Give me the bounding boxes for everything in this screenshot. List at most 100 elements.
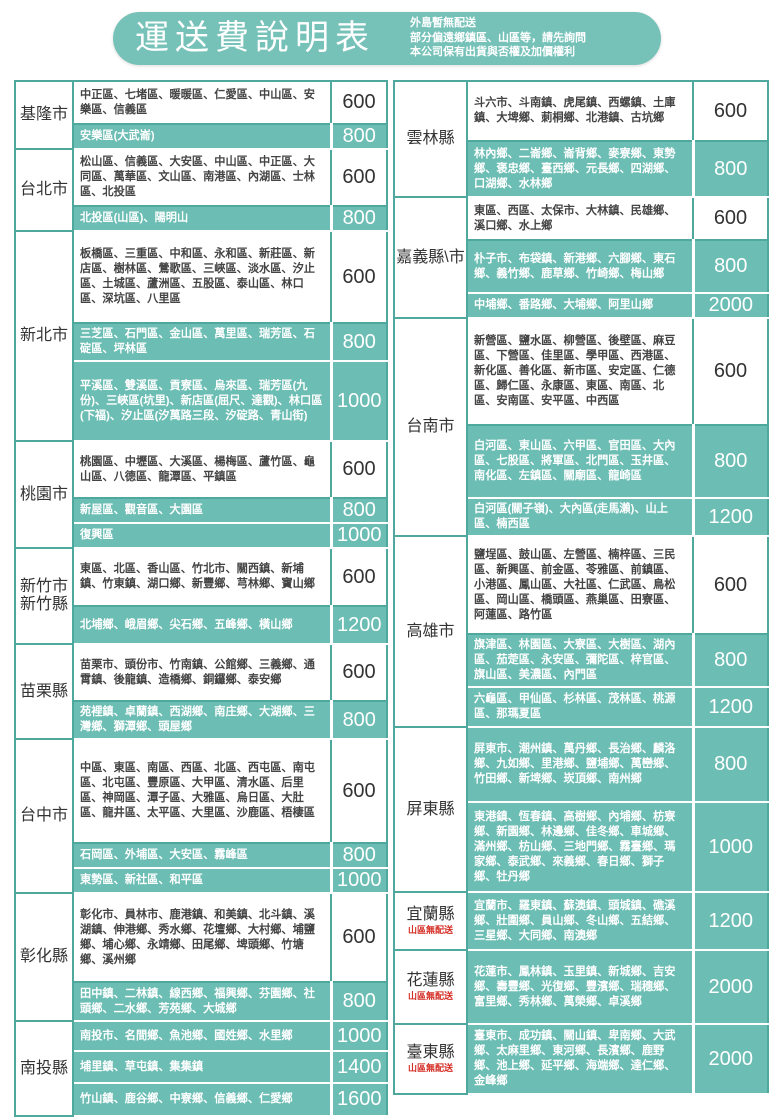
region-name-cell: 新北市	[14, 230, 74, 442]
district-list: 桃園區、中壢區、大溪區、楊梅區、蘆竹區、龜山區、八德區、龍潭區、平鎮區	[72, 440, 332, 499]
rate-row: 白河區(關子嶺)、大內區(走馬瀨)、山上區、楠西區 1200	[394, 497, 769, 537]
shipping-table-left: 基隆市 中正區、七堵區、暖暖區、仁愛區、中山區、安樂區、信義區 600 安樂區(大武崙…	[14, 80, 388, 1117]
rate-row: 石岡區、外埔區、大安區、霧峰區 800	[15, 842, 388, 869]
region-name-cell: 桃園市	[14, 440, 74, 549]
region-name-cell: 台南市	[393, 317, 468, 537]
region-name: 屏東縣	[406, 800, 455, 818]
region-name: 苗栗縣	[19, 682, 68, 700]
shipping-fee: 800	[329, 497, 388, 524]
region-name: 新竹縣	[19, 596, 68, 613]
district-list: 斗六市、斗南鎮、虎尾鎮、西螺鎮、土庫鎮、大埤鄉、莿桐鄉、北港鎮、古坑鄉	[466, 80, 694, 142]
note-line: 部分偏遠鄉鎮區、山區等，請先詢問	[410, 31, 586, 44]
region-name-cell: 屏東縣	[393, 726, 468, 893]
district-list: 南投市、名間鄉、魚池鄉、國姓鄉、水里鄉	[72, 1020, 332, 1052]
rate-row: 基隆市 中正區、七堵區、暖暖區、仁愛區、中山區、安樂區、信義區 600	[14, 80, 388, 150]
shipping-fee: 800	[329, 981, 388, 1022]
shipping-fee: 800	[691, 239, 769, 294]
region-name: 台中市	[19, 807, 68, 824]
region-name: 新竹市	[19, 578, 68, 595]
district-list: 埔里鎮、草屯鎮、集集鎮	[72, 1050, 332, 1084]
shipping-notes: 外島暫無配送 部分偏遠鄉鎮區、山區等，請先詢問 本公司保有出貨與否權及加價權利	[410, 16, 586, 60]
shipping-fee: 1000	[329, 522, 388, 549]
rate-row: 宜蘭縣 山區無配送 宜蘭市、羅東鎮、蘇澳鎮、頭城鎮、礁溪鄉、壯圍鄉、員山鄉、冬山鄉、…	[393, 891, 769, 951]
region-name-cell: 宜蘭縣 山區無配送	[393, 891, 468, 951]
rate-row: 六龜區、甲仙區、杉林區、茂林區、桃源區、那瑪夏區 1200	[394, 686, 769, 728]
district-list: 新屋區、觀音區、大園區	[72, 497, 332, 524]
shipping-fee: 2000	[691, 949, 769, 1025]
region-name: 花蓮縣	[406, 972, 455, 989]
region-name: 高雄市	[406, 622, 455, 640]
district-list: 中埔鄉、番路鄉、大埔鄉、阿里山鄉	[466, 292, 694, 319]
shipping-fee: 1200	[691, 497, 769, 537]
shipping-fee: 600	[692, 196, 769, 241]
shipping-fee: 1200	[329, 605, 388, 645]
region-name: 雲林縣	[406, 130, 455, 147]
rate-row: 東勢區、新社區、和平區 1000	[15, 867, 388, 894]
shipping-fee: 800	[691, 726, 769, 803]
region-name-cell: 高雄市	[393, 535, 468, 728]
rate-row: 台南市 新營區、鹽水區、柳營區、後壁區、麻豆區、下營區、佳里區、學甲區、西港區、新…	[393, 317, 769, 537]
district-list: 東勢區、新社區、和平區	[72, 867, 332, 894]
shipping-fee: 600	[330, 738, 388, 844]
shipping-fee: 1000	[329, 1020, 388, 1052]
shipping-fee: 600	[330, 547, 388, 607]
shipping-fee: 600	[330, 80, 388, 125]
district-list: 旗津區、林園區、大寮區、大樹區、湖內區、茄萣區、永安區、彌陀區、梓官區、旗山區、…	[466, 633, 694, 688]
shipping-fee: 800	[691, 633, 769, 688]
district-list: 田中鎮、二林鎮、線西鄉、福興鄉、芬園鄉、社頭鄉、二水鄉、芳苑鄉、大城鄉	[72, 981, 332, 1022]
rate-row: 高雄市 鹽埕區、鼓山區、左營區、楠梓區、三民區、新興區、前金區、苓雅區、前鎮區、小…	[393, 535, 769, 728]
district-list: 朴子市、布袋鎮、新港鄉、六腳鄉、東石鄉、義竹鄉、鹿草鄉、竹崎鄉、梅山鄉	[466, 239, 694, 294]
district-list: 東港鎮、恆春鎮、高樹鄉、內埔鄉、枋寮鄉、新園鄉、林邊鄉、佳冬鄉、車城鄉、滿州鄉、…	[466, 801, 694, 893]
district-list: 復興區	[72, 522, 332, 549]
shipping-fee: 800	[329, 205, 388, 232]
region-name-cell: 基隆市	[14, 80, 74, 150]
rate-row: 屏東縣 屏東市、潮州鎮、萬丹鄉、長治鄉、麟洛鄉、九如鄉、里港鄉、鹽埔鄉、萬巒鄉、竹…	[393, 726, 769, 893]
rate-row: 台中市 中區、東區、南區、西區、北區、西屯區、南屯區、北屯區、豐原區、大甲區、清水…	[14, 738, 388, 894]
rate-row: 新竹市 新竹縣 東區、北區、香山區、竹北市、關西鎮、新埔鎮、竹東鎮、湖口鄉、新豐鄉、…	[14, 547, 388, 645]
region-name: 南投縣	[19, 1059, 68, 1077]
rate-row: 北投區(山區)、陽明山 800	[15, 205, 388, 232]
rate-row: 苗栗縣 苗栗市、頭份市、竹南鎮、公館鄉、三義鄉、通霄鎮、後龍鎮、造橋鄉、銅鑼鄉、泰…	[14, 643, 388, 740]
district-list: 東區、北區、香山區、竹北市、關西鎮、新埔鎮、竹東鎮、湖口鄉、新豐鄉、芎林鄉、寶山…	[72, 547, 332, 607]
rate-row: 雲林縣 斗六市、斗南鎮、虎尾鎮、西螺鎮、土庫鎮、大埤鄉、莿桐鄉、北港鎮、古坑鄉 60…	[393, 80, 769, 198]
rate-row: 安樂區(大武崙) 800	[15, 123, 388, 150]
rate-row: 田中鎮、二林鎮、線西鄉、福興鄉、芬園鄉、社頭鄉、二水鄉、芳苑鄉、大城鄉 800	[15, 981, 388, 1022]
district-list: 石岡區、外埔區、大安區、霧峰區	[72, 842, 332, 869]
rate-row: 新屋區、觀音區、大園區 800	[15, 497, 388, 524]
region-name: 台北市	[19, 181, 68, 198]
shipping-fee: 800	[691, 140, 769, 198]
district-list: 東區、西區、太保市、大林鎮、民雄鄉、溪口鄉、水上鄉	[466, 196, 694, 241]
region-name: 嘉義縣\市	[396, 248, 465, 266]
district-list: 鹽埕區、鼓山區、左營區、楠梓區、三民區、新興區、前金區、苓雅區、前鎮區、小港區、…	[466, 535, 694, 635]
region-name: 桃園市	[19, 485, 68, 503]
region-name-cell: 雲林縣	[393, 80, 468, 198]
district-list: 北埔鄉、峨眉鄉、尖石鄉、五峰鄉、橫山鄉	[72, 605, 332, 645]
shipping-fee: 800	[691, 424, 769, 499]
rate-row: 白河區、東山區、六甲區、官田區、大內區、七股區、將軍區、北門區、玉井區、南化區、…	[394, 424, 769, 499]
shipping-fee: 1000	[329, 867, 388, 894]
shipping-fee: 600	[692, 80, 769, 142]
shipping-fee: 1200	[691, 686, 769, 728]
shipping-fee: 600	[330, 230, 388, 324]
rate-row: 平溪區、雙溪區、貢寮區、烏來區、瑞芳區(九份)、三峽區(坑里)、新店區(屈尺、達…	[15, 360, 388, 442]
rate-row: 東港鎮、恆春鎮、高樹鄉、內埔鄉、枋寮鄉、新園鄉、林邊鄉、佳冬鄉、車城鄉、滿州鄉、…	[394, 801, 769, 893]
shipping-table-right: 雲林縣 斗六市、斗南鎮、虎尾鎮、西螺鎮、土庫鎮、大埤鄉、莿桐鄉、北港鎮、古坑鄉 60…	[393, 80, 769, 1095]
rate-row: 花蓮縣 山區無配送 花蓮市、鳳林鎮、玉里鎮、新城鄉、吉安鄉、壽豐鄉、光復鄉、豐濱鄉、…	[393, 949, 769, 1025]
rate-row: 旗津區、林園區、大寮區、大樹區、湖內區、茄萣區、永安區、彌陀區、梓官區、旗山區、…	[394, 633, 769, 688]
shipping-fee: 1000	[329, 360, 388, 442]
region-name: 基隆市	[19, 106, 68, 123]
region-name-cell: 新竹市 新竹縣	[14, 547, 74, 645]
shipping-fee: 600	[330, 440, 388, 499]
shipping-fee: 800	[329, 842, 388, 869]
note-line: 外島暫無配送	[410, 17, 476, 29]
district-list: 安樂區(大武崙)	[72, 123, 332, 150]
district-list: 三芝區、石門區、金山區、萬里區、瑞芳區、石碇區、坪林區	[72, 322, 332, 362]
rate-row: 台北市 松山區、信義區、大安區、中山區、中正區、大同區、萬華區、文山區、南港區、內…	[14, 148, 388, 232]
shipping-fee: 1200	[691, 891, 769, 951]
shipping-fee: 600	[330, 643, 388, 702]
rate-row: 新北市 板橋區、三重區、中和區、永和區、新莊區、新店區、樹林區、鶯歌區、三峽區、淡…	[14, 230, 388, 442]
district-list: 竹山鎮、鹿谷鄉、中寮鄉、信義鄉、仁愛鄉	[72, 1082, 332, 1117]
district-list: 彰化市、員林市、鹿港鎮、和美鎮、北斗鎮、溪湖鎮、伸港鄉、秀水鄉、花壇鄉、大村鄉、…	[72, 892, 332, 983]
district-list: 屏東市、潮州鎮、萬丹鄉、長治鄉、麟洛鄉、九如鄉、里港鄉、鹽埔鄉、萬巒鄉、竹田鄉、…	[466, 726, 694, 803]
page-title: 運送費說明表	[135, 19, 375, 57]
